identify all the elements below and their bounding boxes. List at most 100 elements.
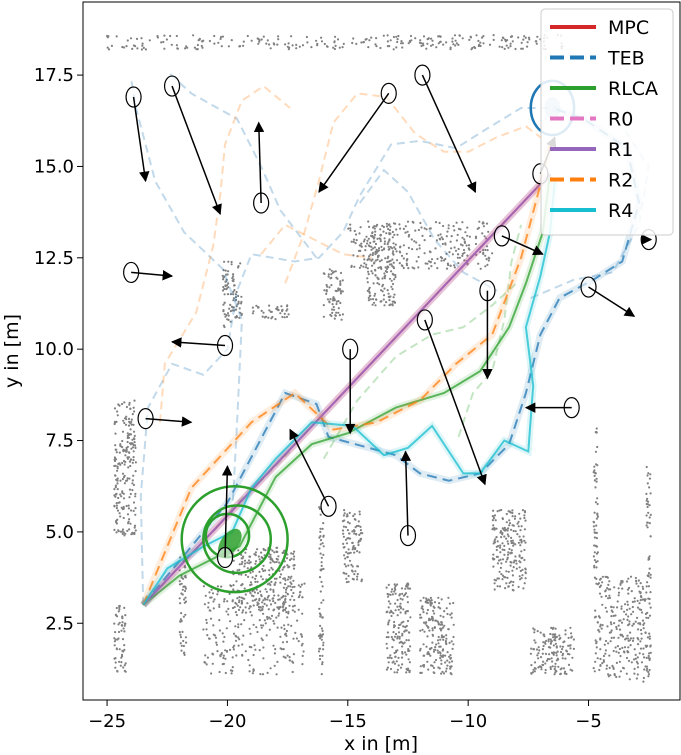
obstacle-point xyxy=(610,629,613,632)
obstacle-point xyxy=(323,272,326,275)
obstacle-point xyxy=(501,558,505,561)
obstacle-point xyxy=(594,450,598,453)
obstacle-point xyxy=(594,486,597,489)
obstacle-point xyxy=(461,244,464,247)
obstacle-point xyxy=(227,45,230,48)
obstacle-point xyxy=(232,297,235,300)
obstacle-point xyxy=(222,278,225,281)
obstacle-point xyxy=(321,616,324,619)
obstacle-point xyxy=(254,560,258,563)
y-tick-label: 17.5 xyxy=(34,65,74,86)
obstacle-point xyxy=(440,634,443,637)
y-tick-label: 5.0 xyxy=(45,522,74,543)
obstacle-point xyxy=(352,238,356,241)
obstacle-point xyxy=(498,585,502,588)
obstacle-point xyxy=(121,649,124,653)
obstacle-point xyxy=(635,677,639,680)
obstacle-point xyxy=(617,591,621,594)
obstacle-point xyxy=(506,558,509,561)
obstacle-point xyxy=(278,598,281,601)
obstacle-point xyxy=(232,275,235,278)
obstacle-point xyxy=(344,557,347,560)
obstacle-point xyxy=(646,521,649,524)
obstacle-point xyxy=(305,35,308,39)
obstacle-point xyxy=(290,588,293,592)
obstacle-point xyxy=(277,38,280,41)
obstacle-point xyxy=(224,649,227,652)
obstacle-point xyxy=(319,624,322,628)
obstacle-point xyxy=(441,623,444,626)
obstacle-point xyxy=(448,602,451,605)
obstacle-point xyxy=(176,47,179,50)
obstacle-point xyxy=(237,636,240,639)
obstacle-point xyxy=(248,664,251,667)
obstacle-point xyxy=(423,239,426,242)
obstacle-point xyxy=(233,284,236,287)
obstacle-point xyxy=(414,37,417,40)
obstacle-point xyxy=(374,259,377,262)
obstacle-point xyxy=(570,632,573,635)
obstacle-point xyxy=(134,529,137,532)
obstacle-point xyxy=(396,38,399,41)
obstacle-point xyxy=(436,267,439,270)
obstacle-point xyxy=(371,231,374,235)
obstacle-point xyxy=(533,628,536,631)
obstacle-point xyxy=(374,292,377,295)
obstacle-point xyxy=(440,659,443,662)
obstacle-point xyxy=(402,244,405,247)
obstacle-point xyxy=(274,601,277,605)
obstacle-point xyxy=(636,666,640,669)
obstacle-point xyxy=(132,458,135,462)
obstacle-point xyxy=(500,562,503,565)
obstacle-point xyxy=(385,636,388,639)
obstacle-point xyxy=(115,606,118,610)
obstacle-point xyxy=(393,587,396,590)
obstacle-point xyxy=(134,492,137,495)
obstacle-point xyxy=(234,625,237,628)
obstacle-point xyxy=(440,236,443,239)
agent-heading-arrow xyxy=(132,96,150,183)
obstacle-point xyxy=(318,654,322,657)
obstacle-point xyxy=(453,229,456,232)
obstacle-point xyxy=(648,602,651,605)
obstacle-point xyxy=(236,604,239,607)
obstacle-point xyxy=(113,622,116,625)
obstacle-point xyxy=(269,561,272,564)
obstacle-point xyxy=(243,565,246,568)
obstacle-point xyxy=(425,228,428,231)
obstacle-point xyxy=(249,571,252,574)
obstacle-point xyxy=(512,580,515,584)
obstacle-point xyxy=(218,603,221,606)
obstacle-point xyxy=(639,599,642,602)
obstacle-point xyxy=(595,431,598,434)
obstacle-point xyxy=(626,637,630,640)
obstacle-point xyxy=(342,42,345,46)
obstacle-point xyxy=(387,621,390,624)
obstacle-point xyxy=(202,585,205,588)
obstacle-point xyxy=(350,563,353,567)
obstacle-point xyxy=(405,585,408,588)
obstacle-point xyxy=(357,524,360,528)
obstacle-point xyxy=(493,582,496,585)
obstacle-point xyxy=(430,258,434,261)
obstacle-point xyxy=(482,35,485,38)
obstacle-point xyxy=(404,612,407,615)
obstacle-point xyxy=(447,628,450,631)
obstacle-point xyxy=(450,616,453,619)
obstacle-point xyxy=(269,553,272,556)
obstacle-point xyxy=(320,673,323,676)
agent-2 xyxy=(253,121,270,214)
obstacle-point xyxy=(501,533,504,536)
obstacle-point xyxy=(617,594,620,597)
obstacle-point xyxy=(285,315,289,318)
obstacle-point xyxy=(613,586,616,589)
obstacle-point xyxy=(531,671,535,674)
obstacle-point xyxy=(276,546,279,549)
x-axis: −25 −20 −15 −10 −5 xyxy=(88,700,602,732)
obstacle-point xyxy=(212,624,215,627)
obstacle-point xyxy=(268,304,271,307)
obstacle-point xyxy=(223,301,226,304)
obstacle-point xyxy=(380,259,383,262)
obstacle-point xyxy=(126,432,129,435)
obstacle-point xyxy=(398,262,401,265)
